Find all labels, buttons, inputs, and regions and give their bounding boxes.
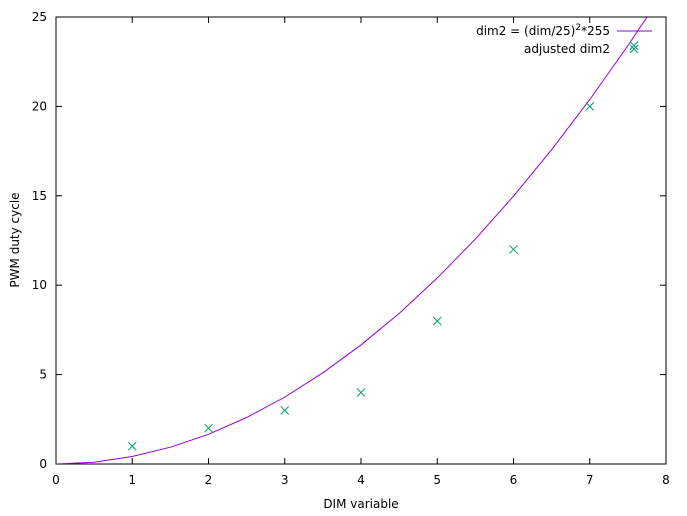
legend-label-part: 2 [575, 23, 581, 33]
y-tick-label: 20 [32, 99, 47, 113]
x-tick-label: 6 [510, 473, 518, 487]
x-tick-label: 7 [586, 473, 594, 487]
scatter-point [585, 102, 595, 111]
x-tick-label: 0 [52, 473, 60, 487]
y-tick-label: 10 [32, 278, 47, 292]
plot-border [55, 16, 667, 465]
x-tick-label: 3 [281, 473, 289, 487]
y-tick-label: 25 [32, 10, 47, 24]
scatter-point [356, 388, 366, 397]
x-tick-label: 5 [433, 473, 441, 487]
y-tick-label: 15 [32, 189, 47, 203]
x-tick-label: 2 [205, 473, 213, 487]
scatter-point [204, 423, 213, 433]
scatter-point [509, 245, 518, 254]
x-axis-label: DIM variable [323, 497, 398, 511]
legend-label: adjusted dim2 [524, 42, 610, 56]
legend-point [629, 44, 639, 54]
scatter-point [127, 441, 137, 451]
scatter-point [280, 406, 290, 415]
x-tick-label: 4 [357, 473, 365, 487]
legend-label-part: *255 [581, 24, 610, 38]
x-tick-label: 8 [662, 473, 670, 487]
y-axis-label: PWM duty cycle [8, 192, 22, 287]
scatter-point [629, 41, 639, 50]
y-tick-label: 0 [39, 457, 47, 471]
legend-label-part: dim2 = (dim/25) [476, 24, 575, 38]
x-tick-label: 1 [128, 473, 136, 487]
line-series [56, 17, 648, 464]
scatter-point [432, 316, 442, 326]
y-tick-label: 5 [39, 368, 47, 382]
legend-label: dim2 = (dim/25)2*255 [476, 23, 610, 38]
